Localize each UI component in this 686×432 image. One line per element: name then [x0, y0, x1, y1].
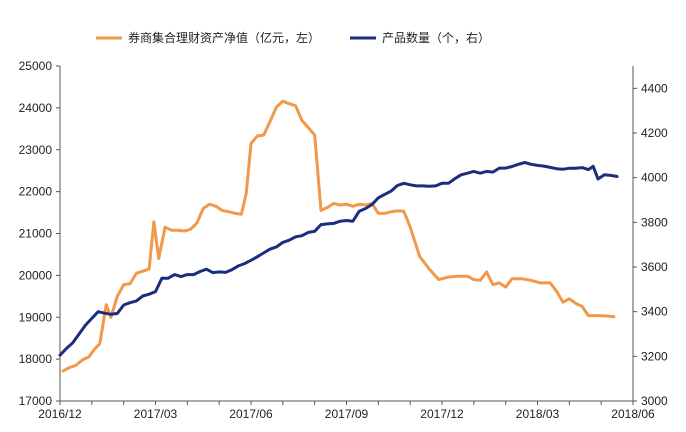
y-left-tick-label: 18000 [19, 352, 53, 366]
y-left-tick-label: 21000 [19, 227, 53, 241]
y-right-tick-label: 3000 [641, 394, 668, 408]
legend-label-net-assets: 券商集合理财资产净值（亿元，左） [128, 30, 320, 45]
y-right-tick-label: 3400 [641, 305, 668, 319]
series-line-product-count [58, 161, 619, 357]
legend: 券商集合理财资产净值（亿元，左） 产品数量（个，右） [96, 30, 490, 45]
x-tick-label: 2016/12 [38, 407, 82, 421]
axes: 17000 18000 19000 20000 21000 22000 23000 24000… [19, 59, 668, 421]
x-tick-label: 2018/06 [611, 407, 655, 421]
series-line-net-assets [61, 99, 616, 373]
y-right-tick-label: 4000 [641, 171, 668, 185]
x-tick-label: 2017/06 [229, 407, 273, 421]
y-left-tick-label: 17000 [19, 394, 53, 408]
y-left-tick-label: 19000 [19, 310, 53, 324]
legend-label-product-count: 产品数量（个，右） [382, 30, 490, 45]
y-left-tick-label: 23000 [19, 143, 53, 157]
y-left-tick-label: 24000 [19, 101, 53, 115]
x-tick-label: 2017/03 [134, 407, 178, 421]
y-right-tick-label: 3600 [641, 260, 668, 274]
x-tick-label: 2017/12 [420, 407, 464, 421]
y-right-tick-label: 3200 [641, 349, 668, 363]
x-tick-label: 2017/09 [325, 407, 369, 421]
y-right-tick-label: 4200 [641, 126, 668, 140]
y-right-tick-label: 4400 [641, 81, 668, 95]
y-left-tick-label: 25000 [19, 59, 53, 73]
y-left-tick-label: 22000 [19, 185, 53, 199]
series-layer [58, 99, 619, 373]
y-left-tick-label: 20000 [19, 268, 53, 282]
x-tick-label: 2018/03 [516, 407, 560, 421]
y-right-tick-label: 3800 [641, 215, 668, 229]
